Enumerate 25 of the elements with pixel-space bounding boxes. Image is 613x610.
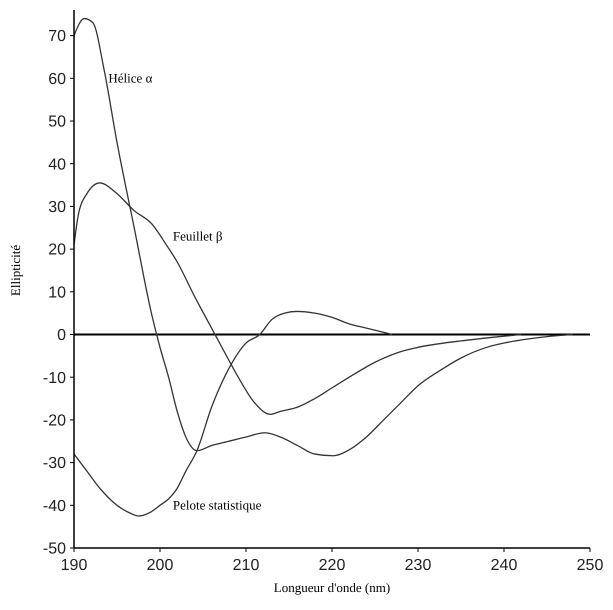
y-tick-label: 60	[48, 70, 66, 88]
series-label: Feuillet β	[172, 228, 223, 244]
y-tick-label: 50	[48, 114, 66, 131]
series-label: Hélice α	[108, 70, 153, 86]
y-axis-title: Ellipticité	[8, 244, 23, 296]
x-tick-label: 220	[318, 557, 346, 574]
y-tick-label: 20	[48, 242, 66, 259]
y-tick-label: -30	[42, 455, 66, 472]
x-tick-label: 230	[404, 557, 432, 574]
x-tick-label: 200	[146, 557, 174, 574]
y-tick-label: -20	[42, 412, 66, 430]
y-tick-label: -50	[42, 540, 66, 558]
x-tick-label: 190	[60, 557, 88, 574]
y-tick-label: 30	[48, 199, 66, 216]
y-tick-label: 0	[57, 327, 66, 344]
y-tick-label: 40	[48, 156, 66, 174]
x-axis-title: Longueur d'onde (nm)	[274, 580, 390, 595]
series-label: Pelote statistique	[172, 498, 262, 513]
y-tick-label: -10	[42, 370, 66, 387]
x-tick-label: 210	[232, 557, 260, 574]
x-tick-label: 240	[490, 557, 518, 574]
y-tick-label: -40	[42, 498, 66, 515]
y-tick-label: 70	[48, 28, 66, 46]
x-tick-label: 250	[576, 557, 604, 574]
y-tick-label: 10	[48, 284, 66, 302]
